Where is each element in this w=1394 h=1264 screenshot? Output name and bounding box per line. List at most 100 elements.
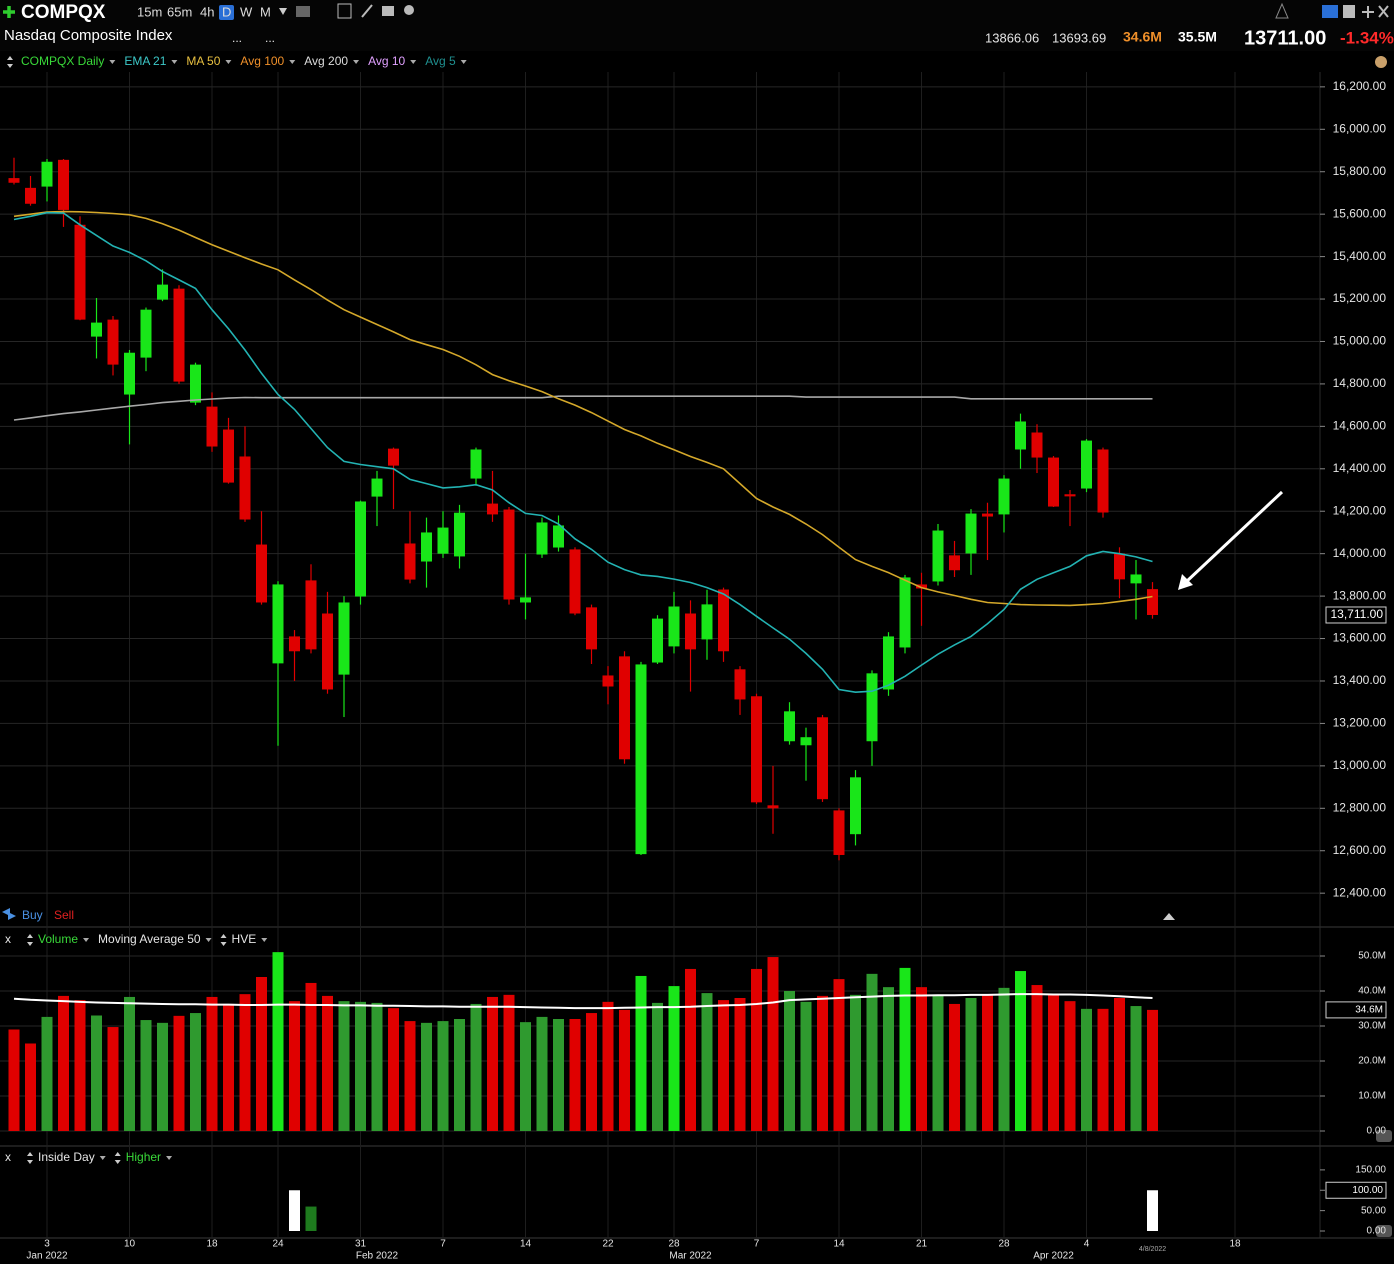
candle-body (553, 525, 564, 548)
candle-body (652, 618, 663, 663)
legend-menu[interactable] (289, 60, 296, 64)
bar (685, 968, 696, 1131)
star-icon[interactable] (1275, 2, 1289, 19)
candle-body (239, 456, 251, 520)
candle-body (1147, 589, 1158, 615)
panel-label[interactable]: Higher (126, 1150, 161, 1164)
last-value-box (1325, 1001, 1387, 1019)
candle-body (421, 532, 432, 562)
bar (536, 1016, 548, 1131)
candle-body (190, 364, 201, 403)
move-icon[interactable] (1362, 6, 1374, 18)
ellipsis[interactable]: ... (265, 31, 275, 45)
y-tick-label: 14,400.00 (1333, 461, 1387, 475)
trade-icon[interactable] (2, 908, 16, 920)
scroll-icon[interactable] (1376, 1130, 1392, 1142)
legend-entry[interactable]: Avg 200 (304, 54, 348, 68)
tool-icon[interactable] (337, 3, 352, 19)
tool-icon[interactable] (1322, 5, 1338, 18)
tool-icon[interactable] (361, 4, 373, 18)
day-high: 13866.06 (985, 30, 1039, 45)
legend-menu[interactable] (410, 60, 417, 64)
bar (124, 996, 135, 1131)
candle-body (635, 664, 647, 855)
buy-label[interactable]: Buy (22, 908, 43, 922)
timeframe-menu[interactable] (279, 8, 287, 15)
timeframe[interactable]: 15m (137, 4, 162, 19)
candle-body (784, 711, 795, 742)
bar (1114, 998, 1125, 1131)
timeframe[interactable]: 65m (167, 4, 192, 19)
bar (305, 982, 317, 1131)
ticker: COMPQX (21, 2, 106, 23)
bar (982, 994, 993, 1131)
close-icon[interactable] (1378, 5, 1389, 18)
candle-body (1031, 432, 1043, 458)
y-tick-label: 13,800.00 (1333, 588, 1387, 602)
ellipsis[interactable]: ... (232, 31, 242, 45)
tool-icon[interactable] (382, 6, 394, 16)
timeframe[interactable]: M (260, 4, 271, 19)
series-line (13, 210, 1153, 607)
candle-body (734, 669, 746, 700)
bar (272, 952, 284, 1131)
y-tick-label: 15,000.00 (1333, 334, 1387, 348)
panel-menu[interactable] (166, 1156, 173, 1160)
tool-icon[interactable] (404, 5, 414, 15)
bar (322, 995, 333, 1131)
panel-label[interactable]: Moving Average 50 (98, 932, 201, 946)
scroll-icon[interactable] (1376, 1225, 1392, 1237)
legend-menu[interactable] (225, 60, 232, 64)
panel-icon (114, 1152, 121, 1164)
y-tick-label: 14,000.00 (1333, 546, 1387, 560)
collapse-icon[interactable] (1163, 913, 1175, 920)
bar (1048, 994, 1059, 1131)
panel-close[interactable]: x (5, 932, 11, 946)
tool-icon[interactable] (296, 6, 310, 17)
y-tick-label: 16,200.00 (1333, 79, 1387, 93)
avg-volume: 35.5M (1178, 29, 1217, 45)
candle-body (866, 673, 878, 742)
candle-body (91, 322, 102, 337)
panel-close[interactable]: x (5, 1150, 11, 1164)
tool-icon[interactable] (1343, 5, 1355, 18)
panel-menu[interactable] (205, 938, 212, 942)
panel-menu[interactable] (99, 1156, 106, 1160)
panel-label[interactable]: Volume (38, 932, 78, 946)
legend-entry[interactable]: Avg 100 (240, 54, 284, 68)
panel-menu[interactable] (83, 938, 90, 942)
bar (239, 994, 251, 1131)
bar (652, 1002, 663, 1131)
legend-entry[interactable]: MA 50 (186, 54, 220, 68)
settings-icon[interactable] (1375, 56, 1387, 68)
bar (58, 995, 69, 1131)
panel-label[interactable]: HVE (232, 932, 257, 946)
timeframe[interactable]: 4h (200, 4, 214, 19)
add-icon[interactable] (3, 6, 15, 18)
legend-entry[interactable]: COMPQX Daily (21, 54, 104, 68)
sell-label[interactable]: Sell (54, 908, 74, 922)
legend-menu[interactable] (109, 60, 116, 64)
panel-icon (27, 934, 33, 946)
legend-menu[interactable] (460, 60, 467, 64)
y-tick-label: 20.0M (1358, 1056, 1386, 1067)
y-tick-label: 15,400.00 (1333, 249, 1387, 263)
active-timeframe[interactable] (219, 5, 234, 20)
y-tick-label: 13,400.00 (1333, 673, 1387, 687)
panel-menu[interactable] (261, 938, 268, 942)
candle-body (289, 636, 300, 652)
timeframe[interactable]: W (240, 4, 253, 19)
bar (800, 1001, 812, 1131)
bar (586, 1013, 597, 1131)
bar (932, 995, 944, 1131)
bar (965, 998, 977, 1131)
legend-entry[interactable]: Avg 10 (368, 54, 405, 68)
legend-menu[interactable] (171, 60, 178, 64)
legend-entry[interactable]: EMA 21 (124, 54, 166, 68)
bar (1015, 971, 1026, 1131)
bar (140, 1020, 152, 1131)
timeframe[interactable]: D (222, 4, 231, 19)
legend-menu[interactable] (353, 60, 360, 64)
legend-entry[interactable]: Avg 5 (425, 54, 456, 68)
panel-label[interactable]: Inside Day (38, 1150, 95, 1164)
